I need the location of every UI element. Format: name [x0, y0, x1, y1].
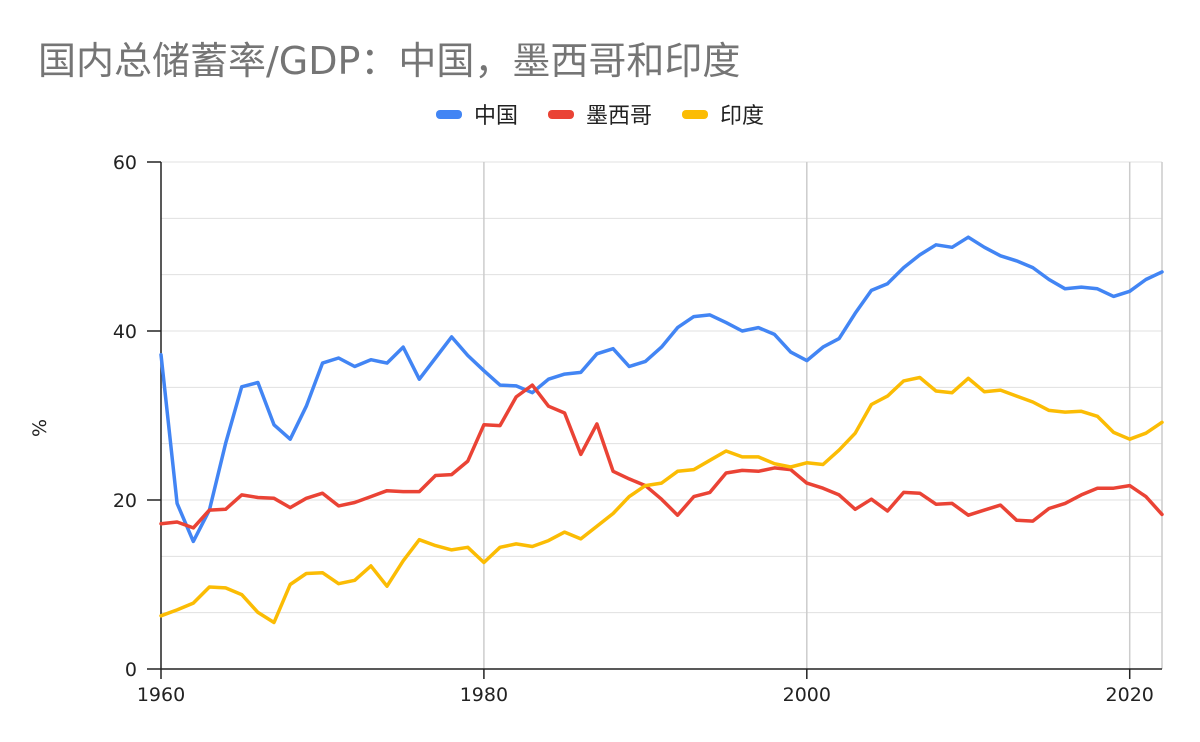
- y-tick-labels: 0 20 40 60: [113, 152, 161, 681]
- x-tick-label: 2020: [1106, 684, 1154, 706]
- legend-label-mexico: 墨西哥: [585, 104, 652, 129]
- y-tick-label: 40: [113, 321, 137, 343]
- legend-label-india: 印度: [720, 104, 765, 129]
- legend-item-mexico[interactable]: 墨西哥: [547, 98, 652, 130]
- x-tick-label: 2000: [783, 684, 831, 706]
- y-tick-label: 0: [125, 659, 137, 681]
- legend: 中国 墨西哥 印度: [0, 98, 1200, 130]
- chart-title: 国内总储蓄率/GDP：中国，墨西哥和印度: [38, 39, 741, 83]
- legend-label-china: 中国: [473, 104, 518, 129]
- legend-swatch-china: [435, 109, 462, 119]
- legend-swatch-mexico: [547, 109, 574, 119]
- series-line-1: [159, 383, 1164, 530]
- series-lines: [159, 235, 1164, 625]
- y-axis-label: %: [29, 419, 51, 437]
- y-tick-label: 60: [113, 152, 137, 174]
- x-tick-label: 1980: [460, 684, 508, 706]
- y-tick-label: 20: [113, 490, 137, 512]
- axes: [160, 162, 1162, 670]
- legend-item-china[interactable]: 中国: [435, 98, 518, 130]
- grid-lines: [161, 161, 1163, 669]
- series-line-0: [159, 235, 1164, 544]
- x-tick-labels: 1960 1980 2000 2020: [137, 669, 1154, 706]
- x-tick-label: 1960: [137, 684, 185, 706]
- series-line-2: [159, 375, 1164, 625]
- legend-swatch-india: [682, 109, 708, 119]
- legend-item-india[interactable]: 印度: [682, 98, 764, 130]
